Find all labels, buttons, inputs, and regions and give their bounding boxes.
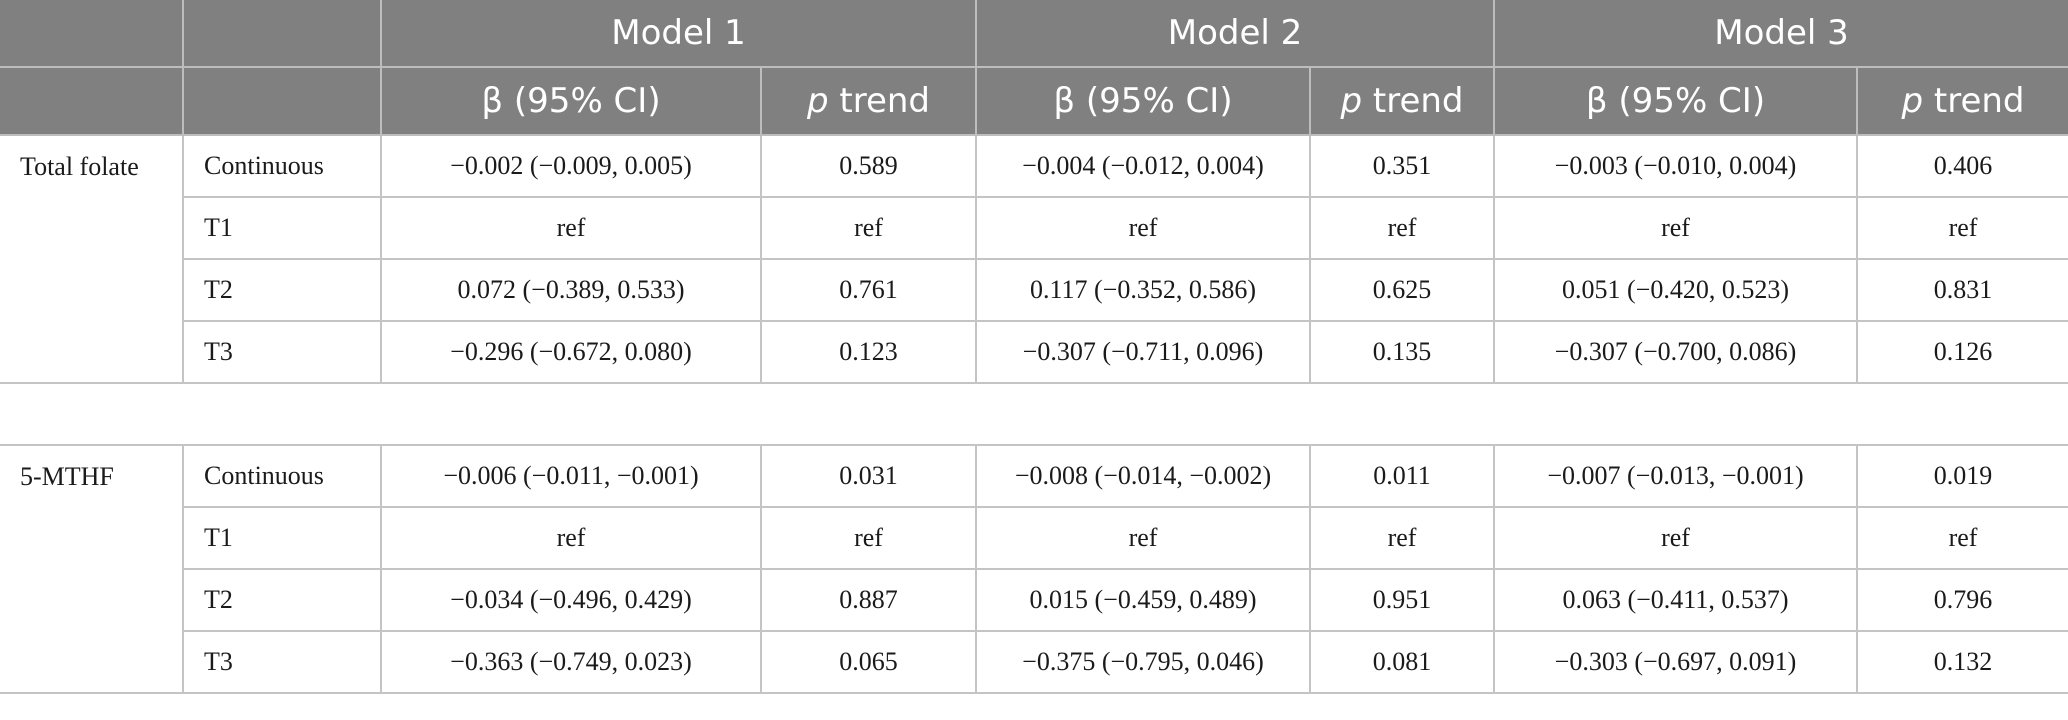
header-model-2: Model 2 xyxy=(976,0,1495,68)
p-cell: ref xyxy=(1310,197,1495,260)
table-row: Total folate Continuous −0.002 (−0.009, … xyxy=(0,135,2068,198)
header-model-3: Model 3 xyxy=(1494,0,2068,68)
p-cell: 0.081 xyxy=(1310,631,1495,694)
p-cell: ref xyxy=(761,507,977,570)
beta-cell: −0.007 (−0.013, −0.001) xyxy=(1494,445,1858,508)
header-model-1: Model 1 xyxy=(381,0,977,68)
group-empty-cell xyxy=(0,321,184,384)
p-cell: ref xyxy=(761,197,977,260)
header-p-trend: p trend xyxy=(1310,67,1495,136)
row-label: Continuous xyxy=(183,445,382,508)
beta-cell: ref xyxy=(381,507,762,570)
beta-cell: 0.015 (−0.459, 0.489) xyxy=(976,569,1311,632)
beta-cell: −0.006 (−0.011, −0.001) xyxy=(381,445,762,508)
beta-cell: −0.303 (−0.697, 0.091) xyxy=(1494,631,1858,694)
header-row-models: Model 1 Model 2 Model 3 xyxy=(0,0,2068,68)
header-row-stats: β (95% CI) p trend β (95% CI) p trend β … xyxy=(0,67,2068,136)
group-label: 5-MTHF xyxy=(0,445,184,507)
header-beta-ci: β (95% CI) xyxy=(976,67,1311,136)
p-cell: 0.761 xyxy=(761,259,977,322)
header-empty-cell xyxy=(0,67,184,136)
p-cell: 0.589 xyxy=(761,135,977,198)
beta-cell: −0.008 (−0.014, −0.002) xyxy=(976,445,1311,508)
row-label: T3 xyxy=(183,631,382,694)
row-label: T1 xyxy=(183,507,382,570)
beta-cell: ref xyxy=(1494,507,1858,570)
group-empty-cell xyxy=(0,197,184,259)
table-row: T1 ref ref ref ref ref ref xyxy=(0,507,2068,570)
beta-cell: ref xyxy=(1494,197,1858,260)
group-empty-cell xyxy=(0,507,184,569)
spacer-row xyxy=(0,383,2068,446)
beta-cell: −0.296 (−0.672, 0.080) xyxy=(381,321,762,384)
beta-cell: −0.003 (−0.010, 0.004) xyxy=(1494,135,1858,198)
table-row: T3 −0.363 (−0.749, 0.023) 0.065 −0.375 (… xyxy=(0,631,2068,694)
header-p-trend: p trend xyxy=(1857,67,2068,136)
p-cell: 0.019 xyxy=(1857,445,2068,508)
table-row: T2 −0.034 (−0.496, 0.429) 0.887 0.015 (−… xyxy=(0,569,2068,632)
spacer-cell xyxy=(0,383,2068,446)
group-empty-cell xyxy=(0,631,184,694)
p-cell: 0.011 xyxy=(1310,445,1495,508)
beta-cell: 0.063 (−0.411, 0.537) xyxy=(1494,569,1858,632)
header-p-trend: p trend xyxy=(761,67,977,136)
header-beta-ci: β (95% CI) xyxy=(1494,67,1858,136)
beta-cell: ref xyxy=(381,197,762,260)
p-cell: 0.351 xyxy=(1310,135,1495,198)
header-empty-cell xyxy=(183,0,382,68)
beta-cell: −0.307 (−0.711, 0.096) xyxy=(976,321,1311,384)
p-cell: 0.796 xyxy=(1857,569,2068,632)
p-cell: ref xyxy=(1310,507,1495,570)
beta-cell: −0.004 (−0.012, 0.004) xyxy=(976,135,1311,198)
p-cell: ref xyxy=(1857,507,2068,570)
group-empty-cell xyxy=(0,569,184,631)
group-label: Total folate xyxy=(0,135,184,197)
p-cell: 0.625 xyxy=(1310,259,1495,322)
beta-cell: 0.117 (−0.352, 0.586) xyxy=(976,259,1311,322)
beta-cell: 0.051 (−0.420, 0.523) xyxy=(1494,259,1858,322)
beta-cell: −0.002 (−0.009, 0.005) xyxy=(381,135,762,198)
row-label: T1 xyxy=(183,197,382,260)
beta-cell: −0.307 (−0.700, 0.086) xyxy=(1494,321,1858,384)
beta-cell: ref xyxy=(976,197,1311,260)
p-cell: 0.126 xyxy=(1857,321,2068,384)
row-label: T2 xyxy=(183,569,382,632)
table-row: T2 0.072 (−0.389, 0.533) 0.761 0.117 (−0… xyxy=(0,259,2068,322)
p-cell: 0.132 xyxy=(1857,631,2068,694)
row-label: T2 xyxy=(183,259,382,322)
beta-cell: ref xyxy=(976,507,1311,570)
table-row: 5-MTHF Continuous −0.006 (−0.011, −0.001… xyxy=(0,445,2068,508)
header-beta-ci: β (95% CI) xyxy=(381,67,762,136)
header-empty-cell xyxy=(183,67,382,136)
table-row: T3 −0.296 (−0.672, 0.080) 0.123 −0.307 (… xyxy=(0,321,2068,384)
p-cell: 0.951 xyxy=(1310,569,1495,632)
beta-cell: −0.363 (−0.749, 0.023) xyxy=(381,631,762,694)
table-row: T1 ref ref ref ref ref ref xyxy=(0,197,2068,260)
group-empty-cell xyxy=(0,259,184,321)
p-cell: 0.065 xyxy=(761,631,977,694)
row-label: Continuous xyxy=(183,135,382,198)
beta-cell: −0.034 (−0.496, 0.429) xyxy=(381,569,762,632)
header-empty-cell xyxy=(0,0,184,68)
p-cell: 0.135 xyxy=(1310,321,1495,384)
p-cell: 0.831 xyxy=(1857,259,2068,322)
p-cell: 0.406 xyxy=(1857,135,2068,198)
p-cell: 0.031 xyxy=(761,445,977,508)
p-cell: ref xyxy=(1857,197,2068,260)
p-cell: 0.123 xyxy=(761,321,977,384)
row-label: T3 xyxy=(183,321,382,384)
results-table: Model 1 Model 2 Model 3 β (95% CI) p tre… xyxy=(0,0,2068,694)
beta-cell: −0.375 (−0.795, 0.046) xyxy=(976,631,1311,694)
beta-cell: 0.072 (−0.389, 0.533) xyxy=(381,259,762,322)
p-cell: 0.887 xyxy=(761,569,977,632)
